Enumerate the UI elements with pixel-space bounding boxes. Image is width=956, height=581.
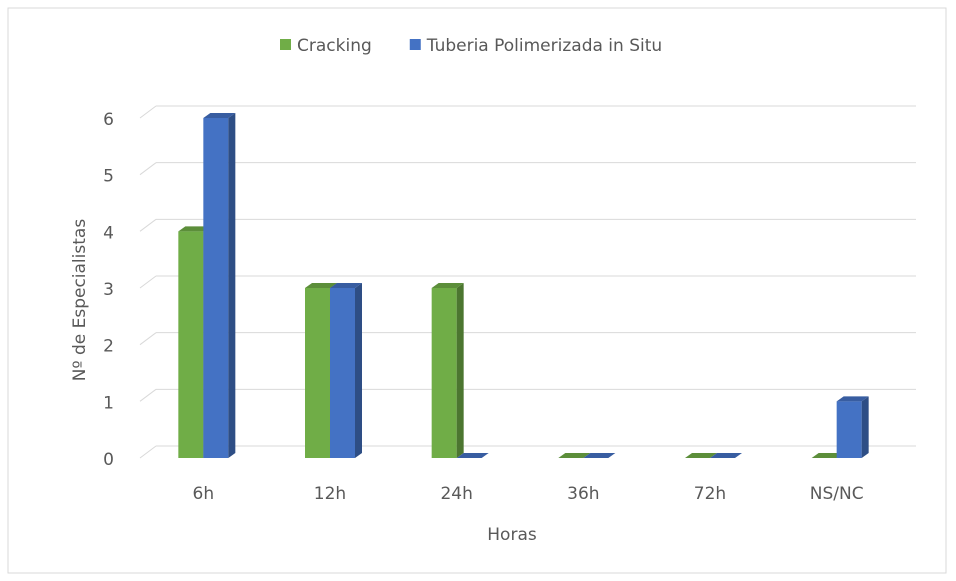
bar-top xyxy=(811,453,844,458)
bar-side xyxy=(355,283,362,458)
bar-side xyxy=(456,283,464,458)
bar-front xyxy=(330,288,355,458)
y-tick-label: 1 xyxy=(103,393,114,413)
legend-swatch xyxy=(280,39,291,50)
grid-line-side xyxy=(139,445,157,459)
x-tick-label: 6h xyxy=(193,484,215,504)
legend-label: Cracking xyxy=(297,36,372,56)
bar-top xyxy=(710,453,742,458)
y-tick-label: 6 xyxy=(103,110,114,130)
x-tick-label: 72h xyxy=(694,484,726,504)
bar-front xyxy=(836,401,862,458)
bar-top xyxy=(558,453,591,458)
x-axis-label: Horas xyxy=(487,525,537,545)
bar xyxy=(558,453,591,458)
bar-front xyxy=(305,288,330,458)
grid-line-side xyxy=(139,332,157,346)
y-tick-label: 4 xyxy=(103,223,114,243)
bar xyxy=(330,283,362,458)
bar-top xyxy=(836,396,869,402)
legend-swatch xyxy=(409,39,421,50)
x-tick-label: 12h xyxy=(314,484,346,504)
bar-top xyxy=(305,283,337,288)
chart-border xyxy=(7,7,947,574)
y-tick-label: 3 xyxy=(103,280,114,300)
bar-top xyxy=(203,113,236,118)
y-tick-label: 2 xyxy=(103,337,114,357)
bar-side xyxy=(228,113,236,458)
bar xyxy=(203,113,236,458)
grid-line-side xyxy=(139,218,157,232)
bar-top xyxy=(330,283,362,288)
bar-top xyxy=(456,453,489,458)
bar-front xyxy=(203,118,229,458)
bar-side xyxy=(861,396,869,458)
bar-top xyxy=(685,453,717,458)
grid-line-side xyxy=(139,388,157,402)
grid-line-side xyxy=(139,162,157,176)
y-tick-label: 5 xyxy=(103,167,114,187)
grid-line-side xyxy=(139,105,157,119)
bar xyxy=(685,453,717,458)
x-tick-label: 36h xyxy=(567,484,599,504)
bar-top xyxy=(431,283,464,288)
bar-top xyxy=(178,226,211,232)
bar xyxy=(431,283,464,458)
bar xyxy=(710,453,742,458)
grid-line-side xyxy=(139,275,157,289)
bar xyxy=(836,396,869,458)
bar xyxy=(456,453,489,458)
y-tick-label: 0 xyxy=(103,450,114,470)
bar xyxy=(811,453,844,458)
bar-top xyxy=(583,453,616,458)
x-tick-label: NS/NC xyxy=(810,484,864,504)
bar-front xyxy=(178,231,204,458)
y-axis-label: Nº de Especialistas xyxy=(70,219,90,382)
x-tick-label: 24h xyxy=(440,484,472,504)
legend-label: Tuberia Polimerizada in Situ xyxy=(426,36,662,56)
bar xyxy=(583,453,616,458)
bar-front xyxy=(431,288,457,458)
